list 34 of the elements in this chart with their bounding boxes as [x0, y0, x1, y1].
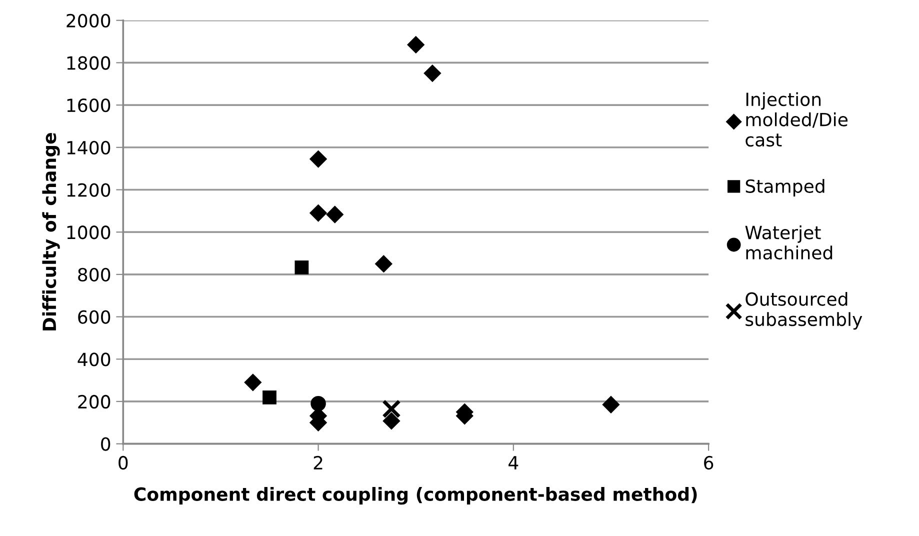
legend-label: Outsourced subassembly — [746, 292, 862, 330]
legend-label: Injection molded/Die cast — [746, 92, 848, 147]
x-tick-label: 2 — [314, 456, 322, 470]
y-tick-label: 200 — [78, 394, 110, 409]
y-tick-label: 400 — [78, 352, 110, 366]
point — [244, 374, 262, 391]
point — [382, 412, 400, 430]
y-tick-label: 600 — [78, 310, 110, 324]
point — [407, 36, 424, 54]
y-tick-label: 2000 — [66, 14, 110, 28]
y-tick-label: 1200 — [67, 183, 110, 197]
legend-label: Stamped — [746, 178, 824, 196]
x-axis-title: Component direct coupling (component-based method) — [134, 486, 697, 505]
legend-label: Waterjet machined — [745, 225, 832, 260]
point — [310, 396, 326, 412]
y-axis-title: Difficulty of change — [42, 133, 60, 330]
y-tick-label: 0 — [101, 437, 110, 451]
point — [294, 260, 309, 274]
point — [326, 206, 344, 224]
y-tick-label: 1400 — [67, 140, 110, 155]
point — [375, 255, 392, 272]
point — [382, 400, 401, 418]
point — [310, 150, 327, 168]
y-tick-label: 1000 — [67, 226, 110, 240]
x-tick-label: 4 — [508, 456, 518, 470]
point — [602, 396, 620, 414]
x-tick-label: 6 — [704, 456, 714, 470]
y-tick-label: 800 — [78, 268, 110, 282]
point — [310, 204, 327, 222]
point — [262, 390, 276, 404]
x-tick-label: 0 — [118, 456, 128, 470]
y-tick-label: 1800 — [67, 56, 110, 70]
y-tick-label: 1600 — [67, 98, 110, 112]
point — [424, 64, 441, 82]
